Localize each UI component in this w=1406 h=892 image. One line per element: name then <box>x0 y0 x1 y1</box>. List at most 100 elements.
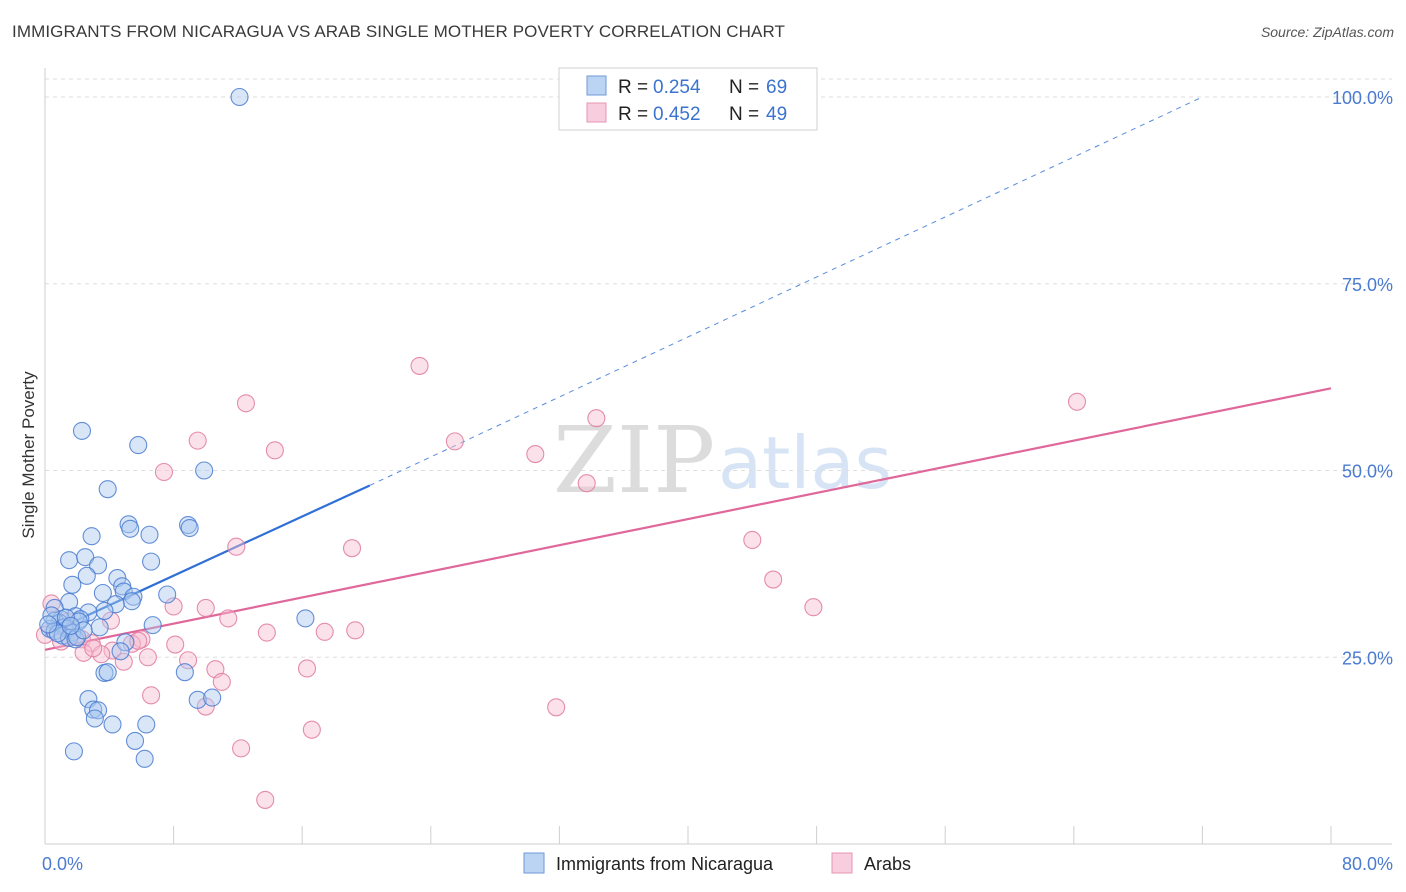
point-arabs <box>577 474 596 493</box>
source-credit: Source: ZipAtlas.com <box>1260 24 1394 40</box>
series-legend-label-arabs: Arabs <box>864 854 911 874</box>
point-nicaragua <box>175 663 194 682</box>
trend-line-nicaragua <box>44 484 371 636</box>
point-nicaragua <box>230 87 249 107</box>
point-nicaragua <box>88 556 108 575</box>
trend-lines <box>44 96 1332 651</box>
series-legend: Immigrants from Nicaragua Arabs <box>523 852 911 874</box>
point-arabs <box>101 611 120 630</box>
point-nicaragua <box>85 709 104 728</box>
point-nicaragua <box>95 601 114 620</box>
legend-r-value-2: 0.452 <box>653 104 701 125</box>
point-nicaragua <box>180 518 199 538</box>
point-nicaragua <box>106 595 125 614</box>
point-arabs <box>297 659 317 678</box>
legend-r-label-1: R = <box>618 77 648 98</box>
watermark-zip: ZIP <box>553 407 715 514</box>
point-arabs <box>84 639 103 658</box>
point-nicaragua <box>98 480 117 499</box>
point-arabs <box>315 622 334 641</box>
point-arabs <box>257 623 276 642</box>
point-arabs <box>346 621 365 640</box>
point-nicaragua <box>188 690 207 709</box>
point-nicaragua <box>137 715 156 734</box>
y-tick-label: 25.0% <box>1342 648 1393 668</box>
legend-n-value-2: 49 <box>766 104 787 125</box>
point-arabs <box>188 431 207 450</box>
point-nicaragua <box>143 616 162 635</box>
point-nicaragua <box>125 731 145 750</box>
chart-title: IMMIGRANTS FROM NICARAGUA VS ARAB SINGLE… <box>12 22 786 41</box>
point-nicaragua <box>60 551 79 570</box>
trend-line-arabs <box>44 387 1332 651</box>
point-nicaragua <box>179 515 198 535</box>
y-axis-label: Single Mother Poverty <box>19 371 38 539</box>
legend-r-value-1: 0.254 <box>653 77 701 98</box>
point-nicaragua <box>84 700 103 719</box>
point-arabs <box>74 643 93 662</box>
grid <box>45 78 1392 658</box>
point-nicaragua <box>68 628 87 647</box>
legend-n-value-1: 69 <box>766 77 787 98</box>
watermark-atlas: atlas <box>718 421 892 505</box>
legend-n-label-2: N = <box>729 104 759 125</box>
point-nicaragua <box>63 575 82 594</box>
point-nicaragua <box>64 742 83 761</box>
point-nicaragua <box>140 525 159 544</box>
point-arabs <box>142 686 161 705</box>
point-arabs <box>219 609 238 628</box>
point-arabs <box>342 539 362 558</box>
point-arabs <box>179 651 198 670</box>
point-nicaragua <box>195 461 214 480</box>
point-nicaragua <box>121 519 140 538</box>
point-arabs <box>212 672 231 691</box>
point-nicaragua <box>122 592 141 611</box>
point-nicaragua <box>90 618 109 637</box>
stats-legend: R = 0.254 N = 69 R = 0.452 N = 49 <box>558 67 818 131</box>
point-nicaragua <box>116 633 135 652</box>
point-nicaragua <box>93 583 112 603</box>
point-arabs <box>743 530 762 550</box>
point-arabs <box>804 598 823 617</box>
point-arabs <box>587 409 606 428</box>
point-arabs <box>114 652 133 671</box>
point-arabs <box>138 648 157 667</box>
legend-swatch-arabs <box>586 102 607 123</box>
axes: 25.0% 50.0% 75.0% 100.0% 0.0% 80.0% <box>42 68 1393 874</box>
trend-line-nicaragua-extension <box>369 96 1203 486</box>
y-tick-label: 50.0% <box>1342 462 1393 482</box>
point-nicaragua <box>296 609 315 628</box>
data-points <box>35 87 1087 809</box>
point-nicaragua <box>77 566 96 585</box>
point-arabs <box>154 462 174 482</box>
point-arabs <box>764 570 783 589</box>
point-nicaragua <box>76 548 95 567</box>
y-tick-label: 75.0% <box>1342 275 1393 295</box>
series-legend-label-nicaragua: Immigrants from Nicaragua <box>556 854 774 874</box>
point-arabs <box>265 441 284 460</box>
point-arabs <box>232 739 251 758</box>
point-nicaragua <box>203 688 222 707</box>
point-nicaragua <box>61 616 80 635</box>
point-arabs <box>302 720 321 739</box>
x-tick-label: 0.0% <box>42 854 83 874</box>
point-arabs <box>445 432 464 451</box>
legend-r-label-2: R = <box>618 104 648 125</box>
point-nicaragua <box>158 585 177 604</box>
point-nicaragua <box>129 436 148 455</box>
point-nicaragua <box>72 421 92 440</box>
x-tick-label: 80.0% <box>1342 854 1393 874</box>
point-arabs <box>410 356 429 375</box>
point-arabs <box>166 635 185 654</box>
point-arabs <box>227 537 246 556</box>
point-nicaragua <box>103 715 122 734</box>
point-nicaragua <box>82 527 101 546</box>
series-legend-swatch-nicaragua <box>523 852 545 874</box>
point-arabs <box>1067 392 1087 411</box>
point-nicaragua <box>142 552 161 571</box>
legend-n-label-1: N = <box>729 77 759 98</box>
series-legend-swatch-arabs <box>831 852 853 874</box>
point-arabs <box>256 790 275 809</box>
point-nicaragua <box>135 749 154 768</box>
